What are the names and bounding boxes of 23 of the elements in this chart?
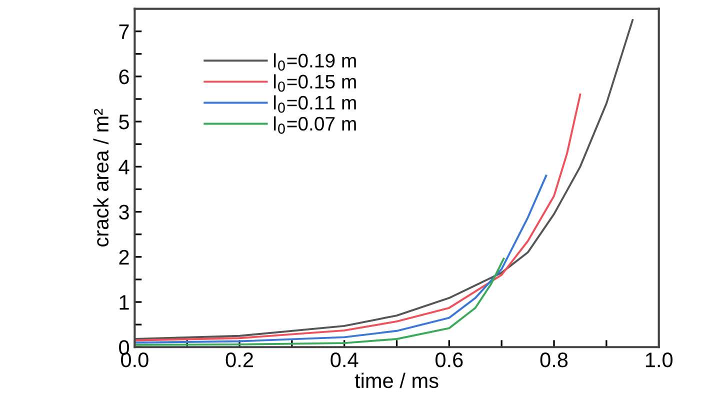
x-tick-label: 0.0 xyxy=(121,352,148,368)
x-tick-label: 0.2 xyxy=(226,352,253,368)
legend-label: l$_{0}$=0.07 m xyxy=(274,116,356,134)
legend-label: l$_{0}$=0.15 m xyxy=(274,74,356,92)
x-tick-label: 0.6 xyxy=(436,352,463,368)
x-tick-label: 1.0 xyxy=(646,352,673,368)
y-tick-label: 2 xyxy=(119,250,129,264)
line-series xyxy=(134,258,505,346)
y-tick-label: 6 xyxy=(119,69,129,84)
y-tick-label: 3 xyxy=(119,204,129,220)
legend-label: l$_{0}$=0.11 m xyxy=(274,95,356,113)
y-axis-title: crack area / m² xyxy=(93,108,109,247)
legend-label: l$_{0}$=0.19 m xyxy=(274,53,356,71)
y-tick-label: 7 xyxy=(119,24,129,39)
x-tick-label: 0.4 xyxy=(330,352,358,368)
y-tick-label: 4 xyxy=(118,160,130,174)
line-series xyxy=(134,94,582,342)
x-axis-title: time / ms xyxy=(354,372,438,388)
x-tick-label: 0.8 xyxy=(540,352,568,368)
y-tick-label: 5 xyxy=(119,114,129,130)
line-series xyxy=(134,174,548,344)
line-series xyxy=(134,19,634,340)
y-tick-label: 1 xyxy=(120,295,129,310)
